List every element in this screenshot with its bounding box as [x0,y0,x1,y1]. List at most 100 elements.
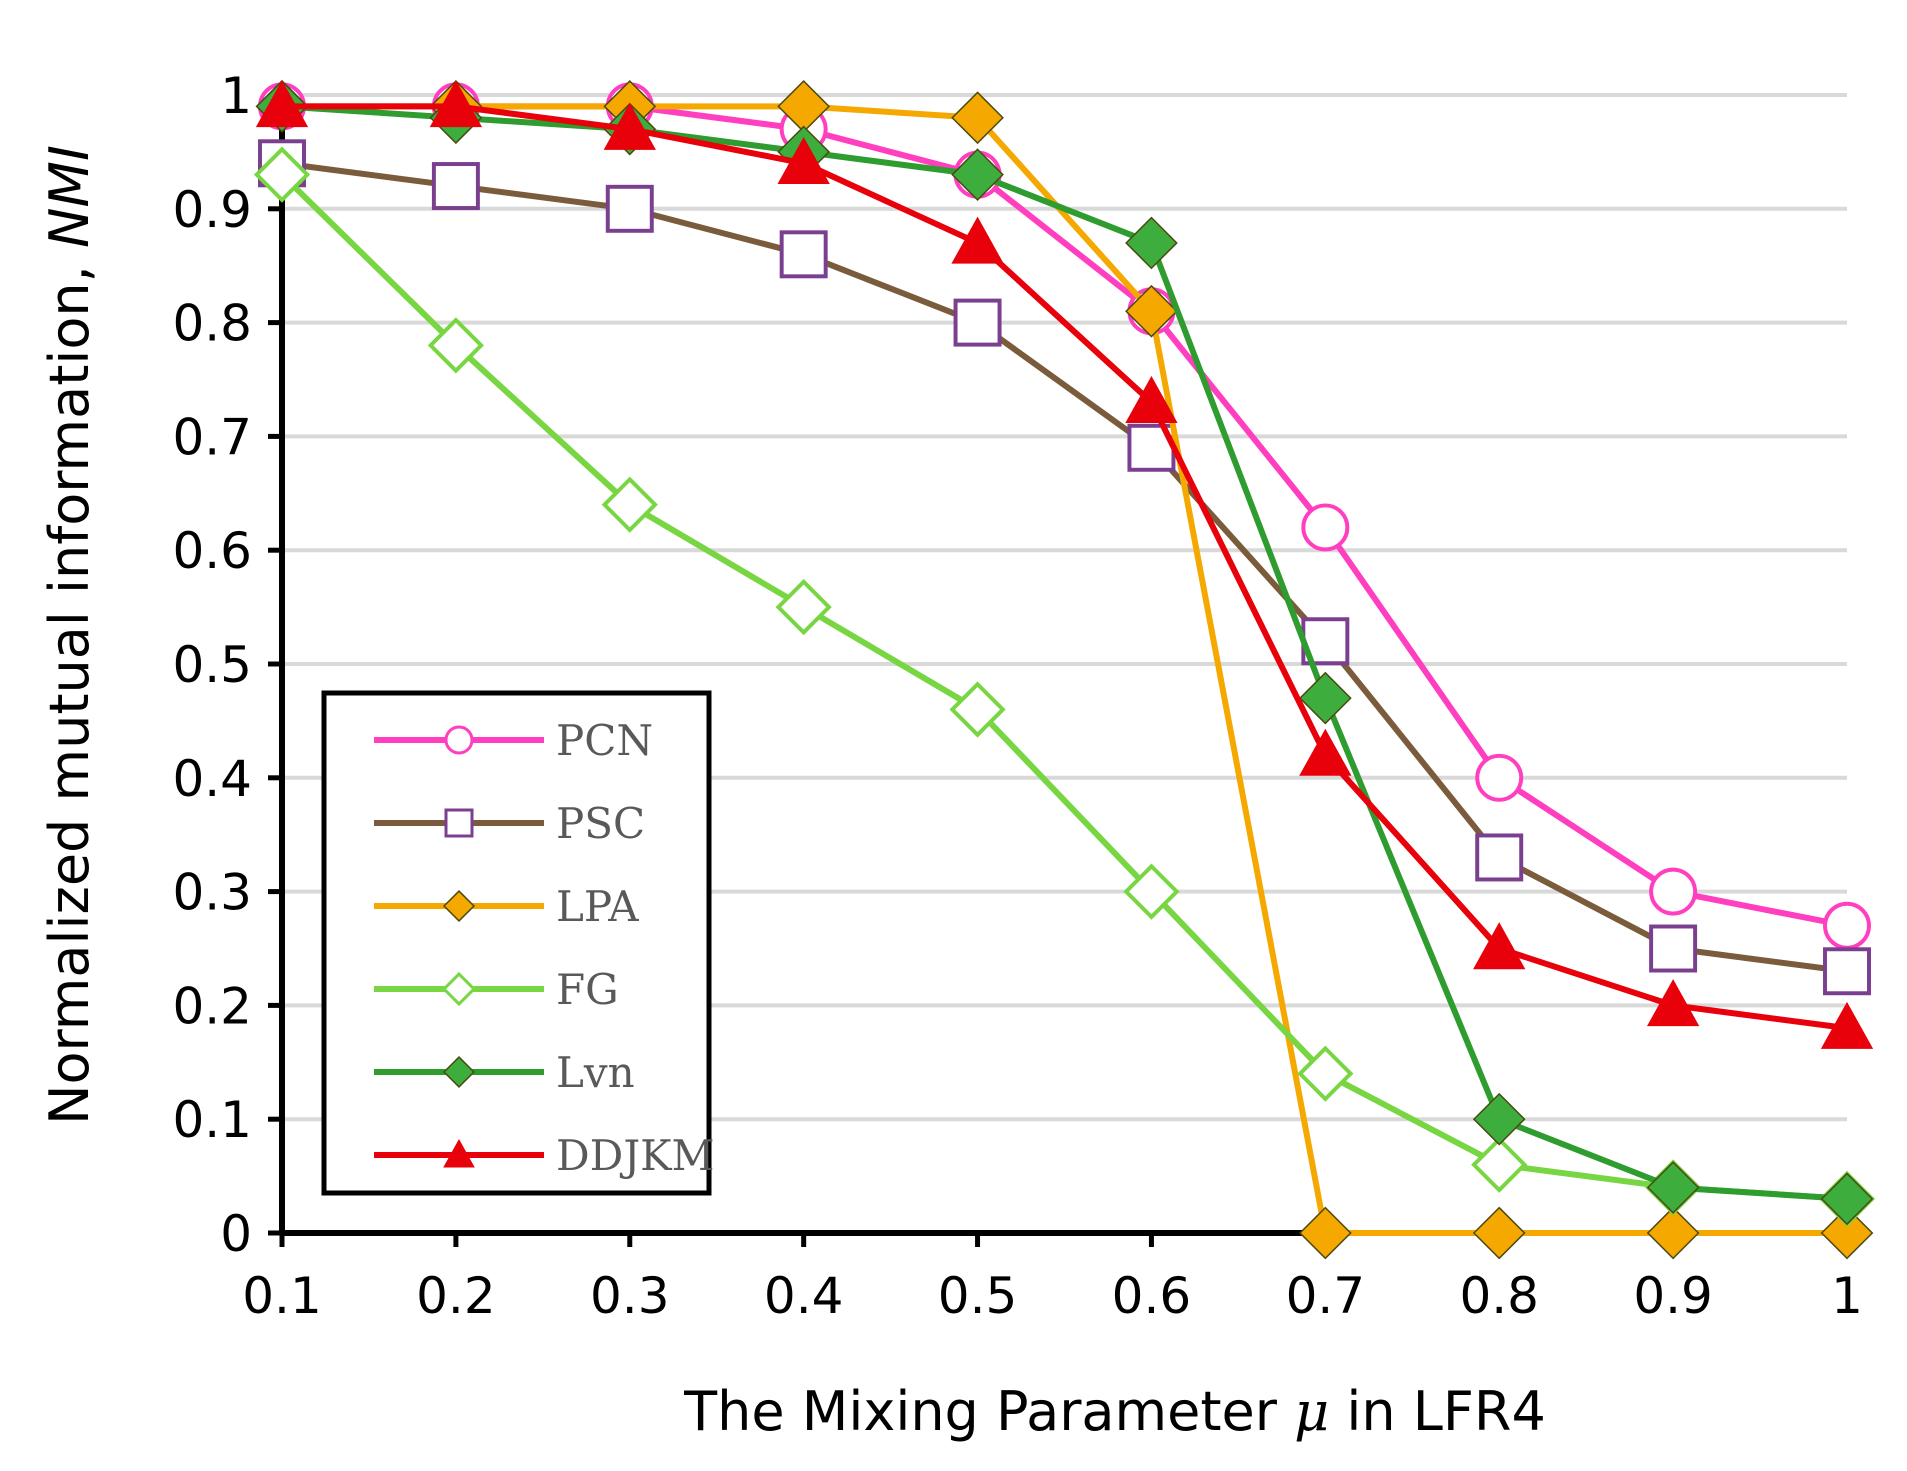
data-point [1475,753,1524,802]
data-point [1646,1206,1700,1260]
data-point [1123,863,1180,920]
y-tick-label: 0.8 [172,295,252,353]
data-point [1820,1001,1874,1049]
data-point [1298,671,1352,725]
legend-label: LPA [556,882,639,931]
data-point [775,578,832,636]
series-fg [253,146,1876,1227]
data-point [429,80,483,128]
legend-box [321,690,712,1196]
data-point [431,162,480,211]
y-tick-label: 0.6 [172,522,252,580]
data-point [1820,1172,1874,1226]
data-point [777,136,830,185]
y-tick-label: 0.1 [172,1091,252,1149]
x-axis-title-symbol: μ [1294,1380,1329,1443]
series-psc [258,139,1871,996]
legend-label: Lvn [556,1048,635,1097]
legend-item-lpa: LPA [374,882,639,931]
y-tick-label: 0.7 [172,408,252,466]
data-point [1472,1206,1526,1260]
data-point [1646,979,1700,1027]
data-point [603,102,656,150]
legend-marker [444,725,474,755]
legend-marker [442,1055,476,1089]
y-axis-title-text: Normalized mutual information, [38,265,101,1125]
plot-area [253,80,1876,1260]
data-point [1649,924,1698,973]
legend-item-psc: PSC [374,799,645,848]
data-point [1125,375,1178,423]
y-tick-label: 0.9 [172,181,252,239]
y-tick-label: 0.2 [172,977,252,1035]
x-tick-label: 0.5 [938,1267,1018,1325]
y-tick-label: 0.3 [172,864,252,922]
legend-marker [444,808,474,838]
y-tick-label: 0.5 [172,636,252,694]
y-tick-label: 0 [220,1205,252,1263]
legend-item-ddjkm: DDJKM [374,1131,715,1180]
y-axis-title-symbol: NMI [38,145,101,248]
y-axis-title: Normalized mutual information, NMI [38,145,101,1125]
data-point [253,146,311,203]
data-point [601,476,658,533]
x-tick-label: 1 [1831,1267,1863,1325]
series-line-ddjkm [282,103,1848,1032]
data-point [1475,833,1524,882]
data-point [605,184,654,233]
x-tick-label: 0.8 [1459,1267,1539,1325]
series-line-fg [279,172,1848,1202]
data-point [1472,1092,1526,1146]
legend-item-pcn: PCN [374,716,653,765]
data-point [1649,867,1698,916]
data-point [427,317,484,374]
data-point [1299,728,1352,776]
legend-marker [443,1139,475,1168]
legend-item-lvn: Lvn [374,1048,635,1097]
x-axis-title-text: The Mixing Parameter [683,1380,1278,1443]
x-tick-labels: 0.1 0.2 0.3 0.4 0.5 0.6 0.7 0.8 0.9 1 [242,1267,1863,1325]
y-tick-label: 1 [220,67,252,125]
x-tick-label: 0.2 [416,1267,496,1325]
legend-label: FG [556,965,619,1014]
data-point [1820,1206,1874,1260]
data-point [1823,947,1871,996]
series-line-psc [281,160,1848,975]
x-tick-label: 0.7 [1286,1267,1366,1325]
legend: PCN PSC LPA FG Lvn DDJKM [321,690,715,1196]
series-line-lvn [281,103,1848,1202]
legend-item-fg: FG [374,965,619,1014]
data-point [1301,503,1350,552]
data-point [1473,922,1526,970]
data-point [949,681,1006,738]
legend-marker [442,889,476,923]
data-point [779,230,828,279]
x-tick-label: 0.9 [1633,1267,1713,1325]
data-point [951,216,1004,264]
x-tick-label: 0.1 [242,1267,322,1325]
legend-label: PCN [556,716,653,765]
data-point [953,298,1002,347]
data-point [1125,216,1178,270]
x-axis-title: The Mixing Parameter μ in LFR4 [683,1380,1546,1443]
data-point [1297,1045,1354,1102]
x-axis-title-suffix: in LFR4 [1346,1380,1545,1443]
data-point [1471,1136,1528,1193]
series-line-lpa [282,103,1847,1236]
data-point [1646,1161,1700,1214]
series-ddjkm [255,80,1874,1049]
data-point [951,148,1004,202]
data-point [1298,1206,1352,1260]
data-point [255,80,309,128]
data-point [1125,284,1178,338]
data-point [951,91,1004,145]
y-tick-label: 0.4 [172,750,252,808]
data-point [1823,901,1871,950]
y-tick-labels: 0 0.1 0.2 0.3 0.4 0.5 0.6 0.7 0.8 0.9 1 [172,67,252,1263]
legend-label: DDJKM [556,1131,715,1180]
legend-marker [441,971,477,1007]
x-tick-label: 0.3 [590,1267,670,1325]
legend-label: PSC [556,799,645,848]
x-tick-label: 0.6 [1112,1267,1192,1325]
